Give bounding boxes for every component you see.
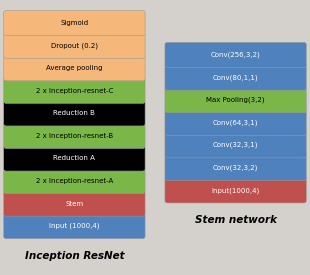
Text: 2 x Inception-resnet-B: 2 x Inception-resnet-B [36,133,113,139]
FancyBboxPatch shape [4,10,145,36]
Text: 2 x Inception-resnet-A: 2 x Inception-resnet-A [36,178,113,184]
Text: Inception ResNet: Inception ResNet [24,251,124,261]
FancyBboxPatch shape [4,33,145,58]
FancyBboxPatch shape [165,110,306,135]
FancyBboxPatch shape [4,56,145,81]
FancyBboxPatch shape [165,42,306,68]
Text: Average pooling: Average pooling [46,65,103,71]
FancyBboxPatch shape [4,146,145,171]
FancyBboxPatch shape [4,78,145,103]
Text: Input(1000,4): Input(1000,4) [211,187,260,194]
Text: Max Pooling(3,2): Max Pooling(3,2) [206,97,265,103]
Text: Reduction B: Reduction B [53,110,95,116]
FancyBboxPatch shape [4,123,145,148]
Text: Dropout (0.2): Dropout (0.2) [51,42,98,49]
Text: 2 x Inception-resnet-C: 2 x Inception-resnet-C [36,88,113,94]
FancyBboxPatch shape [165,87,306,113]
Text: Conv(32,3,1): Conv(32,3,1) [213,142,258,148]
Text: Reduction A: Reduction A [53,155,95,161]
FancyBboxPatch shape [165,155,306,180]
Text: Conv(64,3,1): Conv(64,3,1) [213,119,258,126]
Text: Conv(80,1,1): Conv(80,1,1) [213,74,259,81]
Text: Conv(256,3,2): Conv(256,3,2) [211,52,260,58]
FancyBboxPatch shape [4,168,145,194]
Text: Input (1000,4): Input (1000,4) [49,223,100,229]
Text: Stem network: Stem network [195,215,277,225]
Text: Stem: Stem [65,200,83,207]
FancyBboxPatch shape [165,133,306,158]
FancyBboxPatch shape [165,178,306,203]
FancyBboxPatch shape [4,213,145,239]
Text: Sigmoid: Sigmoid [60,20,88,26]
Text: Conv(32,3,2): Conv(32,3,2) [213,164,258,171]
FancyBboxPatch shape [165,65,306,90]
FancyBboxPatch shape [4,191,145,216]
FancyBboxPatch shape [4,101,145,126]
